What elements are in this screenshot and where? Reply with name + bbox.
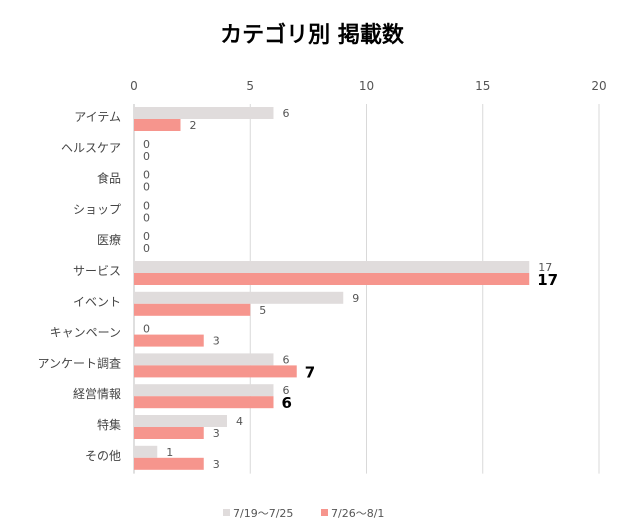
bar [134, 446, 157, 458]
data-label: 2 [190, 119, 197, 132]
data-label: 3 [213, 335, 220, 348]
bar [134, 273, 529, 285]
category-label: その他 [85, 449, 121, 463]
bar [134, 415, 227, 427]
bar [134, 304, 250, 316]
category-label: 経営情報 [73, 387, 121, 401]
legend-label: 7/19〜7/25 [233, 507, 293, 520]
data-label: 0 [143, 242, 150, 255]
data-label: 4 [236, 415, 243, 428]
legend-swatch [321, 509, 328, 516]
data-label: 3 [213, 458, 220, 471]
data-label: 0 [143, 211, 150, 224]
category-label: サービス [73, 264, 121, 278]
category-label: ショップ [73, 202, 121, 216]
x-tick-label: 20 [591, 79, 606, 93]
x-tick-label: 5 [246, 79, 254, 93]
data-label: 3 [213, 427, 220, 440]
data-label: 0 [143, 181, 150, 194]
data-label: 6 [283, 353, 290, 366]
bar [134, 384, 274, 396]
category-label: アイテム [74, 110, 121, 124]
legend-swatch [223, 509, 230, 516]
bar [134, 335, 204, 347]
bar [134, 107, 274, 119]
data-label: 9 [352, 292, 359, 305]
data-label: 0 [143, 150, 150, 163]
chart-container: カテゴリ別 掲載数 0 5 10 15 20 アイテム ヘルスケア 食品 ショップ 医療 サービス… [0, 0, 636, 529]
bar [134, 292, 343, 304]
chart-title: カテゴリ別 掲載数 [220, 22, 405, 48]
legend-label: 7/26〜8/1 [331, 507, 384, 520]
bar [134, 427, 204, 439]
bar [134, 353, 274, 365]
category-label: ヘルスケア [61, 141, 121, 155]
data-label: 5 [259, 304, 266, 317]
data-label: 17 [537, 271, 558, 289]
bar-chart: カテゴリ別 掲載数 0 5 10 15 20 アイテムヘルスケア食品ショップ医療サービス… [0, 0, 636, 529]
data-label: 6 [282, 394, 292, 412]
category-label: 食品 [97, 171, 121, 186]
data-label: 7 [305, 363, 315, 381]
bar [134, 396, 274, 408]
category-label: アンケート調査 [37, 356, 121, 370]
data-label: 0 [143, 323, 150, 336]
data-label: 6 [283, 107, 290, 120]
x-tick-label: 10 [359, 79, 374, 93]
x-tick-label: 15 [475, 79, 490, 93]
bar [134, 458, 204, 470]
bar [134, 365, 297, 377]
category-label: 医療 [97, 233, 121, 247]
x-tick-label: 0 [130, 79, 138, 93]
category-label: キャンペーン [50, 326, 121, 340]
category-label: イベント [73, 295, 121, 309]
data-label: 1 [166, 446, 173, 459]
bar [134, 261, 529, 273]
category-label: 特集 [97, 417, 121, 432]
bar [134, 119, 181, 131]
